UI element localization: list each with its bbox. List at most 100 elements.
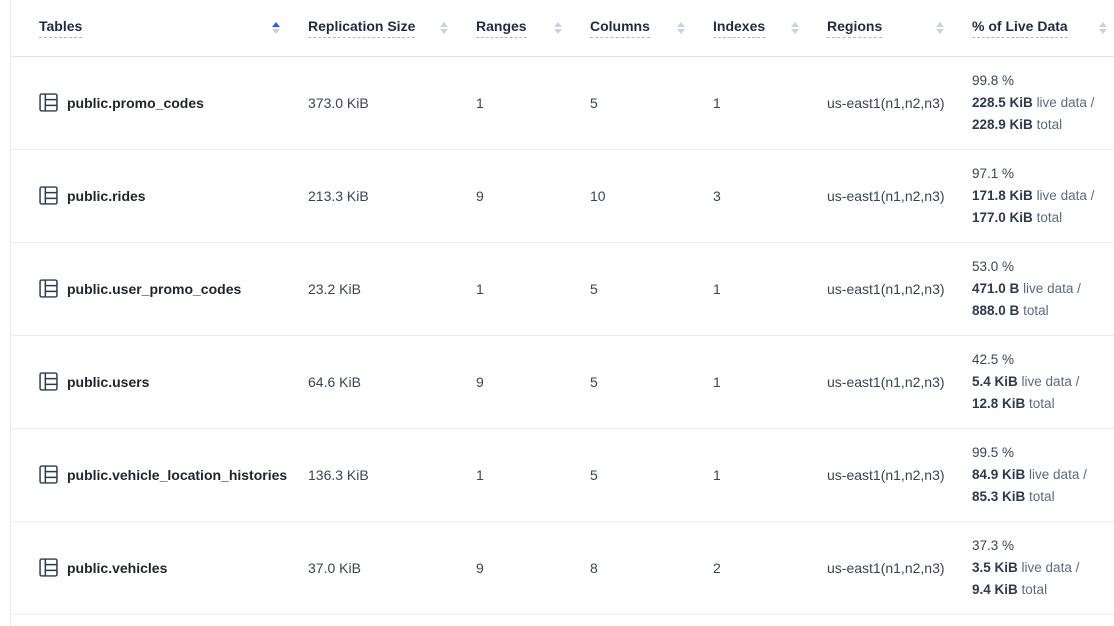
column-header-tables[interactable]: Tables xyxy=(11,0,308,57)
live-percent: 37.3 % xyxy=(972,537,1015,553)
cell-live-data: 53.0 % 471.0 B live data / 888.0 B total xyxy=(972,242,1114,336)
table-name-link[interactable]: public.vehicle_location_histories xyxy=(67,466,288,483)
live-size: 5.4 KiB xyxy=(972,373,1018,389)
table-name-link[interactable]: public.promo_codes xyxy=(67,94,204,111)
sort-down-icon[interactable] xyxy=(1099,29,1107,34)
table-name-link[interactable]: public.rides xyxy=(67,187,146,204)
table-name-link[interactable]: public.user_promo_codes xyxy=(67,280,242,297)
column-header-label: Replication Size xyxy=(308,18,416,38)
total-size-suffix: total xyxy=(1029,395,1055,411)
sort-down-icon[interactable] xyxy=(272,29,280,34)
total-size: 12.8 KiB xyxy=(972,395,1026,411)
live-percent: 42.5 % xyxy=(972,351,1015,367)
table-header: Tables Replication Size xyxy=(11,0,1114,57)
total-size-line: 12.8 KiB total xyxy=(972,393,1114,415)
cell-replication-size: 136.3 KiB xyxy=(308,428,476,522)
live-size-suffix: live data / xyxy=(1036,94,1095,110)
cell-ranges: 1 xyxy=(476,242,590,336)
live-size: 3.5 KiB xyxy=(972,559,1018,575)
sort-up-icon[interactable] xyxy=(440,21,448,27)
cell-live-data: 37.3 % 3.5 KiB live data / 9.4 KiB total xyxy=(972,521,1114,615)
cell-replication-size: 373.0 KiB xyxy=(308,56,476,150)
sort-control[interactable] xyxy=(554,21,562,34)
sort-up-icon[interactable] xyxy=(1099,21,1107,27)
sort-control[interactable] xyxy=(791,21,799,34)
total-size: 177.0 KiB xyxy=(972,209,1033,225)
live-size-line: 84.9 KiB live data / xyxy=(972,464,1114,486)
cell-table-name: public.vehicles xyxy=(11,521,308,615)
cell-indexes: 2 xyxy=(713,521,827,615)
column-header-label: Columns xyxy=(590,18,650,38)
total-size-line: 177.0 KiB total xyxy=(972,207,1114,229)
column-header-label: Indexes xyxy=(713,18,766,38)
cell-columns: 10 xyxy=(590,149,713,243)
live-size-suffix: live data / xyxy=(1021,373,1080,389)
column-header-indexes[interactable]: Indexes xyxy=(713,0,827,57)
sort-control[interactable] xyxy=(677,21,685,34)
column-header-label: Tables xyxy=(39,18,83,38)
cell-regions: us-east1(n1,n2,n3) xyxy=(827,149,972,243)
sort-down-icon[interactable] xyxy=(677,29,685,34)
cell-replication-size: 213.3 KiB xyxy=(308,149,476,243)
column-header-label: Ranges xyxy=(476,18,527,38)
sort-up-icon[interactable] xyxy=(936,21,944,27)
column-header-columns[interactable]: Columns xyxy=(590,0,713,57)
cell-replication-size: 37.0 KiB xyxy=(308,521,476,615)
cell-regions: us-east1(n1,n2,n3) xyxy=(827,242,972,336)
live-size-suffix: live data / xyxy=(1023,280,1081,296)
cell-regions: us-east1(n1,n2,n3) xyxy=(827,56,972,150)
cell-ranges: 9 xyxy=(476,149,590,243)
table-icon xyxy=(39,465,58,484)
table-icon xyxy=(39,279,58,298)
cell-indexes: 1 xyxy=(713,56,827,150)
sort-control[interactable] xyxy=(1099,21,1107,34)
column-header-live-data[interactable]: % of Live Data xyxy=(972,0,1114,57)
total-size-suffix: total xyxy=(1023,302,1049,318)
cell-ranges: 1 xyxy=(476,56,590,150)
sort-down-icon[interactable] xyxy=(440,29,448,34)
live-size-suffix: live data / xyxy=(1036,187,1095,203)
sort-up-icon[interactable] xyxy=(272,21,280,27)
cell-ranges: 1 xyxy=(476,428,590,522)
live-size-line: 5.4 KiB live data / xyxy=(972,371,1114,393)
column-header-regions[interactable]: Regions xyxy=(827,0,972,57)
column-header-replication-size[interactable]: Replication Size xyxy=(308,0,476,57)
cell-table-name: public.user_promo_codes xyxy=(11,242,308,336)
column-header-ranges[interactable]: Ranges xyxy=(476,0,590,57)
live-size-suffix: live data / xyxy=(1021,559,1080,575)
table-icon xyxy=(39,372,58,391)
table-name-link[interactable]: public.vehicles xyxy=(67,559,168,576)
live-size: 84.9 KiB xyxy=(972,466,1026,482)
cell-replication-size: 64.6 KiB xyxy=(308,335,476,429)
table-row: public.vehicles 37.0 KiB 9 8 2 us-east1(… xyxy=(11,521,1114,615)
total-size: 888.0 B xyxy=(972,302,1020,318)
cell-table-name: public.users xyxy=(11,335,308,429)
cell-ranges: 9 xyxy=(476,521,590,615)
sort-up-icon[interactable] xyxy=(677,21,685,27)
sort-up-icon[interactable] xyxy=(554,21,562,27)
sort-down-icon[interactable] xyxy=(554,29,562,34)
sort-up-icon[interactable] xyxy=(791,21,799,27)
cell-columns: 5 xyxy=(590,242,713,336)
cell-indexes: 1 xyxy=(713,428,827,522)
table-icon xyxy=(39,558,58,577)
table-row: public.promo_codes 373.0 KiB 1 5 1 us-ea… xyxy=(11,56,1114,150)
table-name-link[interactable]: public.users xyxy=(67,373,150,390)
cell-live-data: 99.8 % 228.5 KiB live data / 228.9 KiB t… xyxy=(972,56,1114,150)
cell-indexes: 1 xyxy=(713,335,827,429)
live-size: 228.5 KiB xyxy=(972,94,1033,110)
table-icon xyxy=(39,186,58,205)
sort-control[interactable] xyxy=(272,21,280,34)
cell-regions: us-east1(n1,n2,n3) xyxy=(827,521,972,615)
sort-down-icon[interactable] xyxy=(791,29,799,34)
live-percent: 99.5 % xyxy=(972,444,1015,460)
live-size-line: 171.8 KiB live data / xyxy=(972,185,1114,207)
total-size: 9.4 KiB xyxy=(972,581,1018,597)
table-icon xyxy=(39,93,58,112)
sort-control[interactable] xyxy=(440,21,448,34)
sort-control[interactable] xyxy=(936,21,944,34)
cell-columns: 8 xyxy=(590,521,713,615)
live-size: 171.8 KiB xyxy=(972,187,1033,203)
sort-down-icon[interactable] xyxy=(936,29,944,34)
